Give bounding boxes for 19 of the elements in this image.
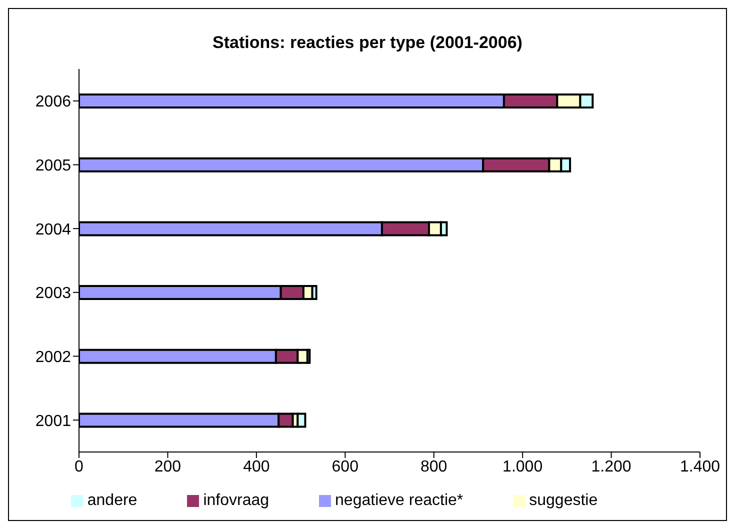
y-tick-label: 2001 — [35, 412, 72, 430]
legend-label: infovraag — [203, 492, 270, 509]
y-tick-label: 2002 — [35, 348, 72, 366]
x-tick-label: 0 — [74, 458, 84, 476]
x-tick-label: 1.200 — [591, 458, 632, 476]
y-tick-label: 2003 — [35, 285, 72, 302]
y-tick-label: 2005 — [35, 157, 72, 174]
legend-label: negatieve reactie* — [335, 492, 464, 509]
x-tick-label: 600 — [332, 458, 359, 476]
x-tick-label: 1.400 — [680, 458, 720, 476]
y-tick-label: 2004 — [35, 221, 72, 238]
x-tick-label: 800 — [420, 458, 448, 476]
legend-label: suggestie — [529, 492, 598, 509]
x-tick-label: 200 — [154, 458, 182, 476]
x-tick-label: 400 — [243, 458, 270, 476]
y-tick-label: 2006 — [35, 94, 72, 111]
legend-label: andere — [87, 492, 138, 509]
x-tick-label: 1.000 — [502, 458, 543, 476]
chart-title: Stations: reacties per type (2001-2006) — [212, 32, 524, 54]
